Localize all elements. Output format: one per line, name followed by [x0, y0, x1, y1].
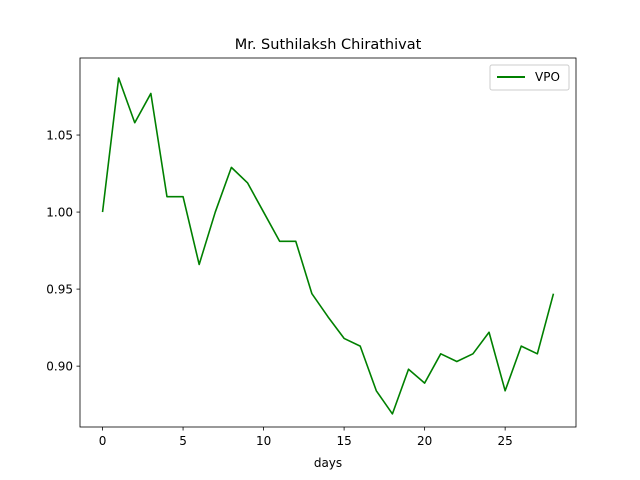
legend: VPO	[489, 64, 570, 91]
series-layer	[101, 77, 555, 415]
y-tick-label: 1.00	[46, 206, 73, 220]
x-tick-label: 10	[256, 434, 271, 448]
plot-area-frame	[79, 57, 577, 428]
chart-title: Mr. Suthilaksh Chirathivat	[235, 37, 422, 53]
x-tick-label: 0	[99, 434, 107, 448]
x-tick-label: 15	[336, 434, 351, 448]
x-axis: 0 5 10 15 20 25	[99, 427, 513, 448]
y-tick-label: 0.90	[46, 360, 73, 374]
x-tick-label: 25	[498, 434, 513, 448]
legend-box	[489, 64, 570, 91]
x-tick-label: 5	[179, 434, 187, 448]
legend-label-vpo: VPO	[535, 70, 560, 84]
x-axis-label: days	[314, 456, 342, 470]
y-tick-label: 1.05	[46, 129, 73, 143]
y-tick-label: 0.95	[46, 283, 73, 297]
x-tick-label: 20	[417, 434, 432, 448]
series-line-vpo	[101, 77, 555, 415]
y-axis: 0.90 0.95 1.00 1.05	[46, 129, 80, 374]
